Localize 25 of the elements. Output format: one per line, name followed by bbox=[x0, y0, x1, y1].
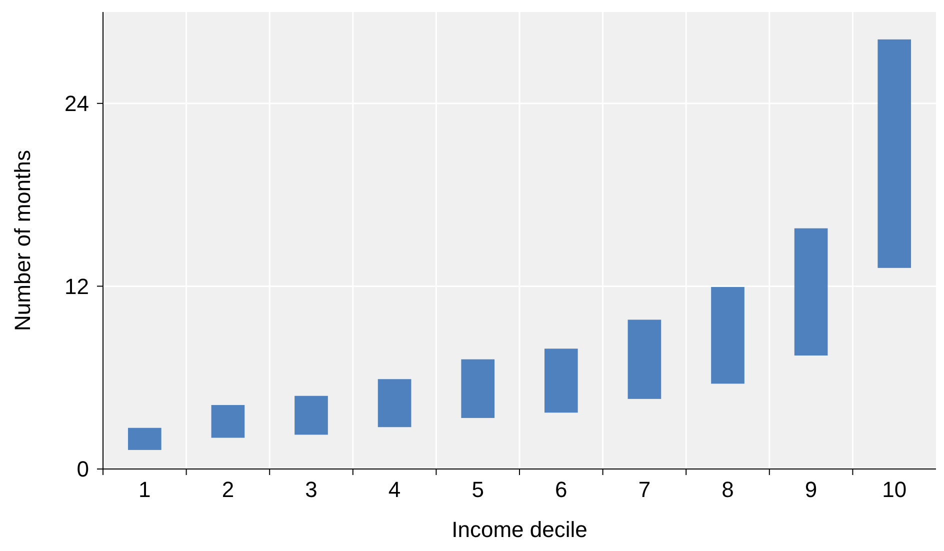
x-tick-label: 9 bbox=[804, 477, 818, 502]
x-tick-label: 6 bbox=[555, 477, 568, 502]
y-tick-label: 24 bbox=[64, 91, 89, 116]
bar bbox=[294, 396, 328, 435]
y-tick-label: 0 bbox=[76, 456, 89, 482]
x-tick-label: 7 bbox=[638, 477, 651, 502]
x-tick-label: 1 bbox=[138, 477, 151, 502]
bar bbox=[711, 286, 744, 384]
bar bbox=[378, 379, 412, 428]
x-tick-label: 5 bbox=[472, 477, 484, 502]
x-tick-label: 10 bbox=[882, 477, 907, 502]
bar bbox=[628, 320, 662, 399]
bar bbox=[878, 39, 912, 268]
x-tick-label: 3 bbox=[305, 477, 318, 502]
bar bbox=[461, 359, 495, 418]
x-tick-label: 8 bbox=[722, 477, 734, 502]
bar bbox=[794, 228, 828, 356]
y-axis-title: Number of months bbox=[10, 150, 35, 331]
bar bbox=[128, 428, 162, 450]
bar bbox=[211, 405, 245, 438]
x-tick-label: 2 bbox=[222, 477, 234, 502]
bar bbox=[544, 348, 578, 413]
x-axis-title: Income decile bbox=[452, 517, 588, 542]
x-tick-label: 4 bbox=[388, 477, 401, 502]
y-tick-label: 12 bbox=[64, 274, 89, 299]
